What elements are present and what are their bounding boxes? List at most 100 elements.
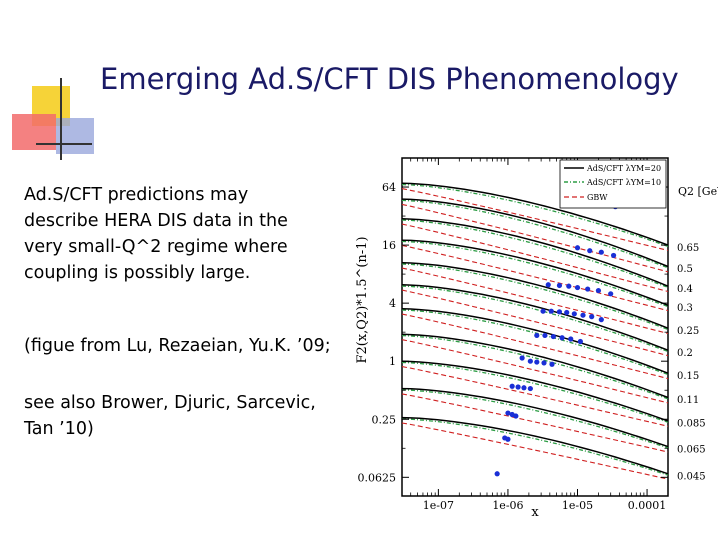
paragraph-3: see also Brower, Djuric, Sarcevic, Tan ’… <box>24 390 316 442</box>
curve-ads10-10 <box>401 418 669 476</box>
data-point-26 <box>577 338 583 345</box>
data-point-20 <box>598 317 604 323</box>
data-point-19 <box>589 314 595 320</box>
data-point-11 <box>595 287 602 294</box>
data-point-30 <box>541 360 547 366</box>
data-point-22 <box>542 332 548 339</box>
data-point-29 <box>534 359 540 365</box>
y-tick-label: 16 <box>382 239 396 252</box>
q2-label-group: 0.65 0.5 0.4 0.3 0.25 0.2 0.15 0.11 0.085 0.065 0.… <box>677 243 706 483</box>
x-axis-label: x <box>531 505 539 520</box>
curve-ads20-6 <box>401 307 669 374</box>
paragraph-1-line-4: coupling is possibly large. <box>24 263 251 283</box>
curve-ads20-2 <box>401 218 669 287</box>
y-tick-label: 0.0625 <box>358 471 397 484</box>
y-tick-label: 4 <box>389 297 396 310</box>
curve-group <box>401 182 669 480</box>
curve-gbw-9 <box>401 393 669 453</box>
data-point-3 <box>587 248 593 254</box>
data-point-7 <box>556 282 563 289</box>
data-point-12 <box>608 291 614 297</box>
data-point-27 <box>519 355 525 361</box>
q2-label: 0.2 <box>677 348 693 359</box>
curve-ads20-4 <box>401 261 669 329</box>
data-point-21 <box>534 332 540 339</box>
data-point-33 <box>515 384 521 390</box>
legend-entry-ads10: AdS/CFT λYM=10 <box>586 178 661 187</box>
q2-label: 0.4 <box>677 284 693 295</box>
curve-gbw-7 <box>401 339 669 404</box>
paragraph-1-line-1: Ad.S/CFT predictions may <box>24 185 249 205</box>
data-point-8 <box>566 283 572 289</box>
legend: AdS/CFT λYM=20 AdS/CFT λYM=10 GBW <box>559 159 667 209</box>
q2-label: 0.25 <box>677 326 699 337</box>
slide-title: Emerging Ad.S/CFT DIS Phenomenology <box>100 62 679 96</box>
curve-ads10-8 <box>401 361 669 423</box>
y-tick-label: 64 <box>382 181 396 194</box>
data-point-10 <box>585 286 591 292</box>
paragraph-2: (figue from Lu, Rezaeian, Yu.K. ’09; <box>24 333 331 359</box>
q2-label: 0.085 <box>677 419 706 430</box>
data-point-40 <box>505 436 511 442</box>
paragraph-1-line-3: very small-Q^2 regime where <box>24 237 288 257</box>
paragraph-2-line-1: (figue from Lu, Rezaeian, Yu.K. ’09; <box>24 336 331 356</box>
data-point-9 <box>574 284 581 291</box>
data-point-4 <box>598 249 604 255</box>
data-point-41 <box>494 471 500 477</box>
plot-area: 1e-07 1e-06 1e-05 0.0001 64 16 4 1 0.25 0.0625 <box>358 157 669 512</box>
q2-label: 0.65 <box>677 243 699 254</box>
data-point-group <box>494 199 618 477</box>
curve-ads10-5 <box>401 285 669 353</box>
curve-gbw-2 <box>401 223 669 293</box>
deco-horizontal-line <box>36 143 92 145</box>
curve-gbw-4 <box>401 267 669 335</box>
y-axis-ticks: 64 16 4 1 0.25 0.0625 <box>358 181 668 484</box>
curve-ads20-3 <box>401 239 669 306</box>
right-axis-title: Q2 [GeV2] <box>678 185 718 198</box>
f2-figure: 1e-07 1e-06 1e-05 0.0001 64 16 4 1 0.25 0.0625 A… <box>355 157 718 520</box>
q2-label: 0.5 <box>677 264 693 275</box>
curve-ads10-9 <box>401 389 669 449</box>
data-point-36 <box>505 410 511 416</box>
data-point-32 <box>509 383 515 389</box>
curve-ads20-9 <box>401 387 669 448</box>
q2-label: 0.15 <box>677 371 699 382</box>
curve-ads20-7 <box>401 333 669 399</box>
x-tick-label: 1e-07 <box>423 499 454 512</box>
deco-blue-block <box>56 118 94 154</box>
curve-ads20-5 <box>401 284 669 351</box>
deco-vertical-line <box>60 78 62 160</box>
data-point-25 <box>568 336 574 342</box>
curve-ads10-6 <box>401 309 669 376</box>
curve-gbw-1 <box>401 203 669 273</box>
curve-ads20-1 <box>401 198 669 268</box>
data-point-18 <box>580 312 586 318</box>
curve-ads10-1 <box>401 199 669 269</box>
curve-ads10-4 <box>401 263 669 331</box>
curve-ads20-8 <box>401 360 669 422</box>
curve-ads20-10 <box>401 416 669 475</box>
y-axis-label: F2(x,Q2)*1.5^(n-1) <box>355 236 370 363</box>
q2-label: 0.11 <box>677 395 699 406</box>
data-point-35 <box>527 385 533 392</box>
paragraph-1-line-2: describe HERA DIS data in the <box>24 211 288 231</box>
curve-gbw-8 <box>401 366 669 427</box>
data-point-34 <box>521 385 527 391</box>
data-point-6 <box>545 282 551 288</box>
curve-ads10-7 <box>401 334 669 400</box>
data-point-38 <box>513 413 519 419</box>
data-point-15 <box>556 309 563 315</box>
data-point-28 <box>527 358 533 364</box>
paragraph-3-line-1: see also Brower, Djuric, Sarcevic, <box>24 393 316 413</box>
data-point-31 <box>549 361 555 367</box>
q2-label: 0.065 <box>677 444 706 455</box>
x-tick-label: 0.0001 <box>628 499 667 512</box>
data-point-24 <box>559 335 565 341</box>
data-point-13 <box>540 308 546 314</box>
q2-label: 0.3 <box>677 303 693 314</box>
curve-gbw-10 <box>401 422 669 480</box>
data-point-16 <box>564 309 570 316</box>
curve-gbw-3 <box>401 244 669 312</box>
legend-entry-ads20: AdS/CFT λYM=20 <box>586 164 661 173</box>
paragraph-3-line-2: Tan ’10) <box>24 419 94 439</box>
